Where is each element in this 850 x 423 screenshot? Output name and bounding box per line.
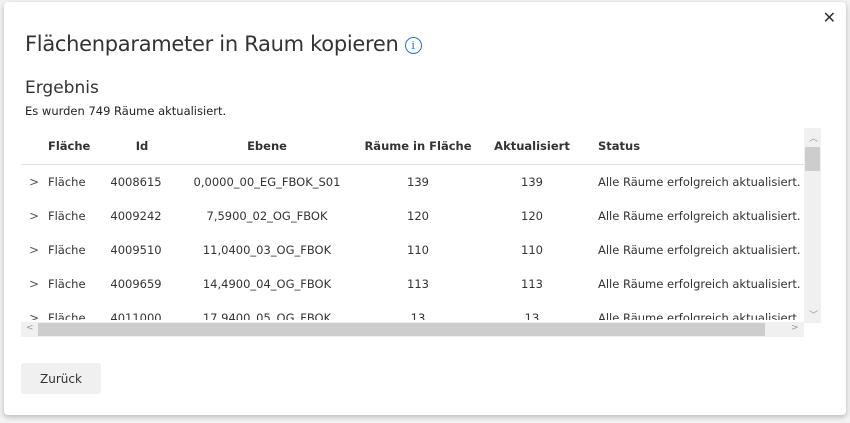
table-row[interactable]: > Fläche 4009659 14,4900_04_OG_FBOK 113 113 Al… — [21, 267, 804, 301]
cell-id: 4011000 — [110, 311, 162, 320]
cell-status: Alle Räume erfolgreich aktualisiert. — [598, 277, 801, 291]
cell-status: Alle Räume erfolgreich aktualisiert. — [598, 209, 801, 223]
dialog-title: Flächenparameter in Raum kopieren i — [25, 32, 422, 56]
chevron-right-icon[interactable]: > — [29, 277, 40, 291]
column-header[interactable]: Id — [135, 139, 149, 153]
cell-id: 4008615 — [110, 175, 162, 189]
cell-ebene: 11,0400_03_OG_FBOK — [202, 243, 332, 257]
table-row[interactable]: > Fläche 4011000 17,9400_05_OG_FBOK 13 13 Alle… — [21, 301, 804, 320]
cell-raeume: 110 — [407, 243, 429, 257]
back-button[interactable]: Zurück — [21, 363, 101, 394]
cell-aktualisiert: 110 — [521, 243, 543, 257]
cell-flaeche: Fläche — [48, 175, 86, 189]
cell-aktualisiert: 120 — [521, 209, 543, 223]
cell-id: 4009242 — [110, 209, 162, 223]
cell-ebene: 7,5900_02_OG_FBOK — [206, 209, 328, 223]
chevron-right-icon[interactable]: > — [29, 209, 40, 223]
table-row[interactable]: > Fläche 4009510 11,0400_03_OG_FBOK 110 110 Al… — [21, 233, 804, 267]
cell-flaeche: Fläche — [48, 243, 86, 257]
cell-aktualisiert: 113 — [521, 277, 543, 291]
cell-aktualisiert: 139 — [521, 175, 543, 189]
cell-raeume: 139 — [407, 175, 429, 189]
cell-status: Alle Räume erfolgreich aktualisiert. — [598, 243, 801, 257]
chevron-right-icon[interactable]: > — [29, 311, 40, 320]
table-row[interactable]: > Fläche 4008615 0,0000_00_EG_FBOK_S01 139 13… — [21, 165, 804, 199]
cell-flaeche: Fläche — [48, 277, 86, 291]
cell-flaeche: Fläche — [48, 311, 86, 320]
column-header[interactable]: Aktualisiert — [494, 139, 570, 153]
table-header: Fläche Id Ebene Räume in Fläche Aktualis… — [21, 128, 804, 165]
cell-id: 4009659 — [110, 277, 162, 291]
scrollbar-thumb[interactable] — [805, 147, 820, 171]
column-header[interactable]: Ebene — [247, 139, 287, 153]
cell-id: 4009510 — [110, 243, 162, 257]
scrollbar-thumb[interactable] — [38, 323, 765, 336]
table-row[interactable]: > Fläche 4009242 7,5900_02_OG_FBOK 120 120 All… — [21, 199, 804, 233]
chevron-right-icon[interactable]: > — [29, 243, 40, 257]
vertical-scrollbar[interactable]: ︿ ﹀ — [804, 128, 821, 323]
cell-raeume: 120 — [407, 209, 429, 223]
close-icon[interactable]: ✕ — [822, 8, 836, 27]
cell-raeume: 113 — [407, 277, 429, 291]
info-icon[interactable]: i — [404, 37, 422, 54]
column-header[interactable]: Fläche — [48, 139, 91, 153]
scroll-left-icon[interactable]: < — [26, 323, 34, 333]
cell-ebene: 14,4900_04_OG_FBOK — [202, 277, 332, 291]
column-header[interactable]: Räume in Fläche — [364, 139, 472, 153]
cell-aktualisiert: 13 — [524, 311, 540, 320]
scroll-down-icon[interactable]: ﹀ — [809, 311, 819, 321]
cell-ebene: 0,0000_00_EG_FBOK_S01 — [193, 175, 341, 189]
dialog: ✕ Flächenparameter in Raum kopieren i Erg… — [4, 2, 846, 415]
title-text: Flächenparameter in Raum kopieren — [25, 32, 399, 56]
scroll-right-icon[interactable]: > — [791, 323, 799, 333]
cell-status: Alle Räume erfolgreich aktualisiert. — [598, 311, 801, 320]
summary-text: Es wurden 749 Räume aktualisiert. — [25, 104, 227, 118]
cell-flaeche: Fläche — [48, 209, 86, 223]
section-title: Ergebnis — [25, 78, 99, 98]
horizontal-scrollbar[interactable]: < > — [21, 322, 804, 337]
results-table: Fläche Id Ebene Räume in Fläche Aktualis… — [21, 128, 804, 320]
chevron-right-icon[interactable]: > — [29, 175, 40, 189]
scroll-up-icon[interactable]: ︿ — [809, 134, 819, 144]
cell-ebene: 17,9400_05_OG_FBOK — [202, 311, 332, 320]
cell-status: Alle Räume erfolgreich aktualisiert. — [598, 175, 801, 189]
column-header[interactable]: Status — [598, 139, 641, 153]
cell-raeume: 13 — [410, 311, 426, 320]
